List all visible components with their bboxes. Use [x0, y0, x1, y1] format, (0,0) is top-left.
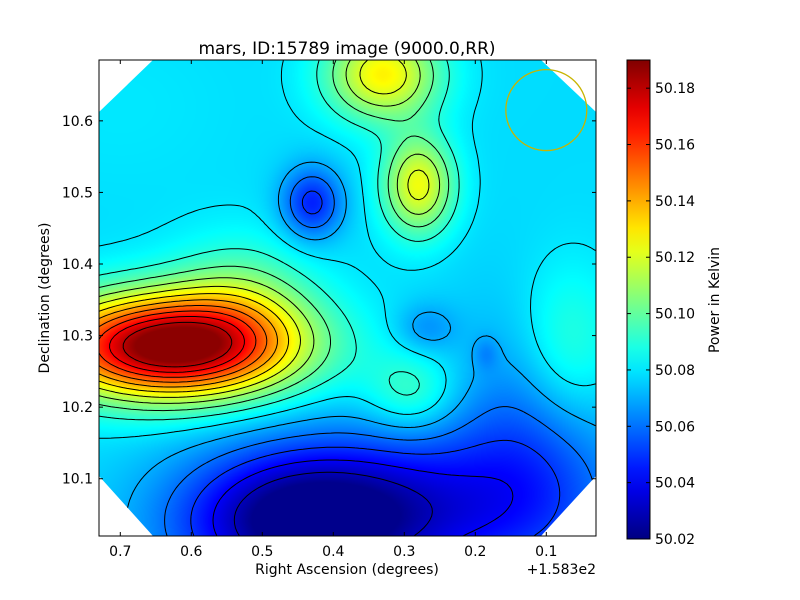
y-tick-label: 10.3 — [62, 329, 93, 345]
y-tick-label: 10.6 — [62, 114, 93, 130]
colorbar-tick-label: 50.12 — [655, 250, 695, 266]
contour-line — [233, 471, 433, 536]
beam-circle — [505, 68, 588, 152]
colorbar-tick-label: 50.14 — [655, 194, 695, 210]
x-offset-label: +1.583e2 — [527, 562, 596, 578]
colorbar-tick-label: 50.06 — [655, 419, 695, 435]
contour-line — [164, 176, 595, 536]
y-tick-label: 10.2 — [62, 400, 93, 416]
x-tick-label: 0.3 — [393, 544, 415, 560]
chart-title: mars, ID:15789 image (9000.0,RR) — [198, 39, 495, 59]
colorbar-frame — [626, 59, 651, 540]
contour-line — [212, 459, 514, 536]
contour-line — [125, 161, 596, 536]
contour-line — [122, 321, 233, 368]
y-axis-label: Declination (degrees) — [37, 223, 53, 374]
x-tick-label: 0.4 — [322, 544, 344, 560]
x-tick-label: 0.6 — [180, 544, 202, 560]
x-axis-label: Right Ascension (degrees) — [255, 562, 439, 578]
contour-line — [99, 60, 450, 412]
x-axis: 0.7 0.6 0.5 0.4 0.3 0.2 0.1 — [109, 60, 557, 560]
colorbar — [627, 60, 650, 539]
contour-line — [190, 190, 561, 536]
x-tick-label: 0.5 — [251, 544, 273, 560]
heatmap-image — [99, 60, 596, 536]
y-axis: 10.1 10.2 10.3 10.4 10.5 10.6 — [62, 114, 596, 488]
contour-line — [99, 299, 278, 388]
contour-line — [99, 60, 460, 421]
heatmap-layer — [99, 60, 596, 536]
x-tick-label: 0.7 — [109, 544, 131, 560]
colorbar-tick-label: 50.02 — [655, 532, 695, 548]
contour-line — [99, 60, 596, 439]
x-tick-label: 0.2 — [464, 544, 486, 560]
y-tick-label: 10.4 — [62, 257, 93, 273]
contour-line — [99, 60, 441, 404]
contour-line — [99, 293, 290, 393]
contour-line — [99, 60, 430, 398]
contour-line — [109, 316, 245, 373]
contour-lines — [99, 60, 596, 536]
colorbar-tick-label: 50.04 — [655, 476, 695, 492]
colorbar-tick-label: 50.10 — [655, 307, 695, 323]
contour-line — [99, 305, 268, 383]
y-tick-label: 10.5 — [62, 185, 93, 201]
colorbar-tick-label: 50.08 — [655, 363, 695, 379]
colorbar-ticks: 50.02 50.04 50.06 50.08 50.10 50.12 50.14 50.16… — [627, 81, 695, 548]
colorbar-label: Power in Kelvin — [707, 247, 723, 353]
x-tick-label: 0.1 — [535, 544, 557, 560]
plot-frame — [98, 59, 597, 537]
colorbar-tick-label: 50.16 — [655, 138, 695, 154]
y-tick-label: 10.1 — [62, 472, 93, 488]
colorbar-tick-label: 50.18 — [655, 81, 695, 97]
